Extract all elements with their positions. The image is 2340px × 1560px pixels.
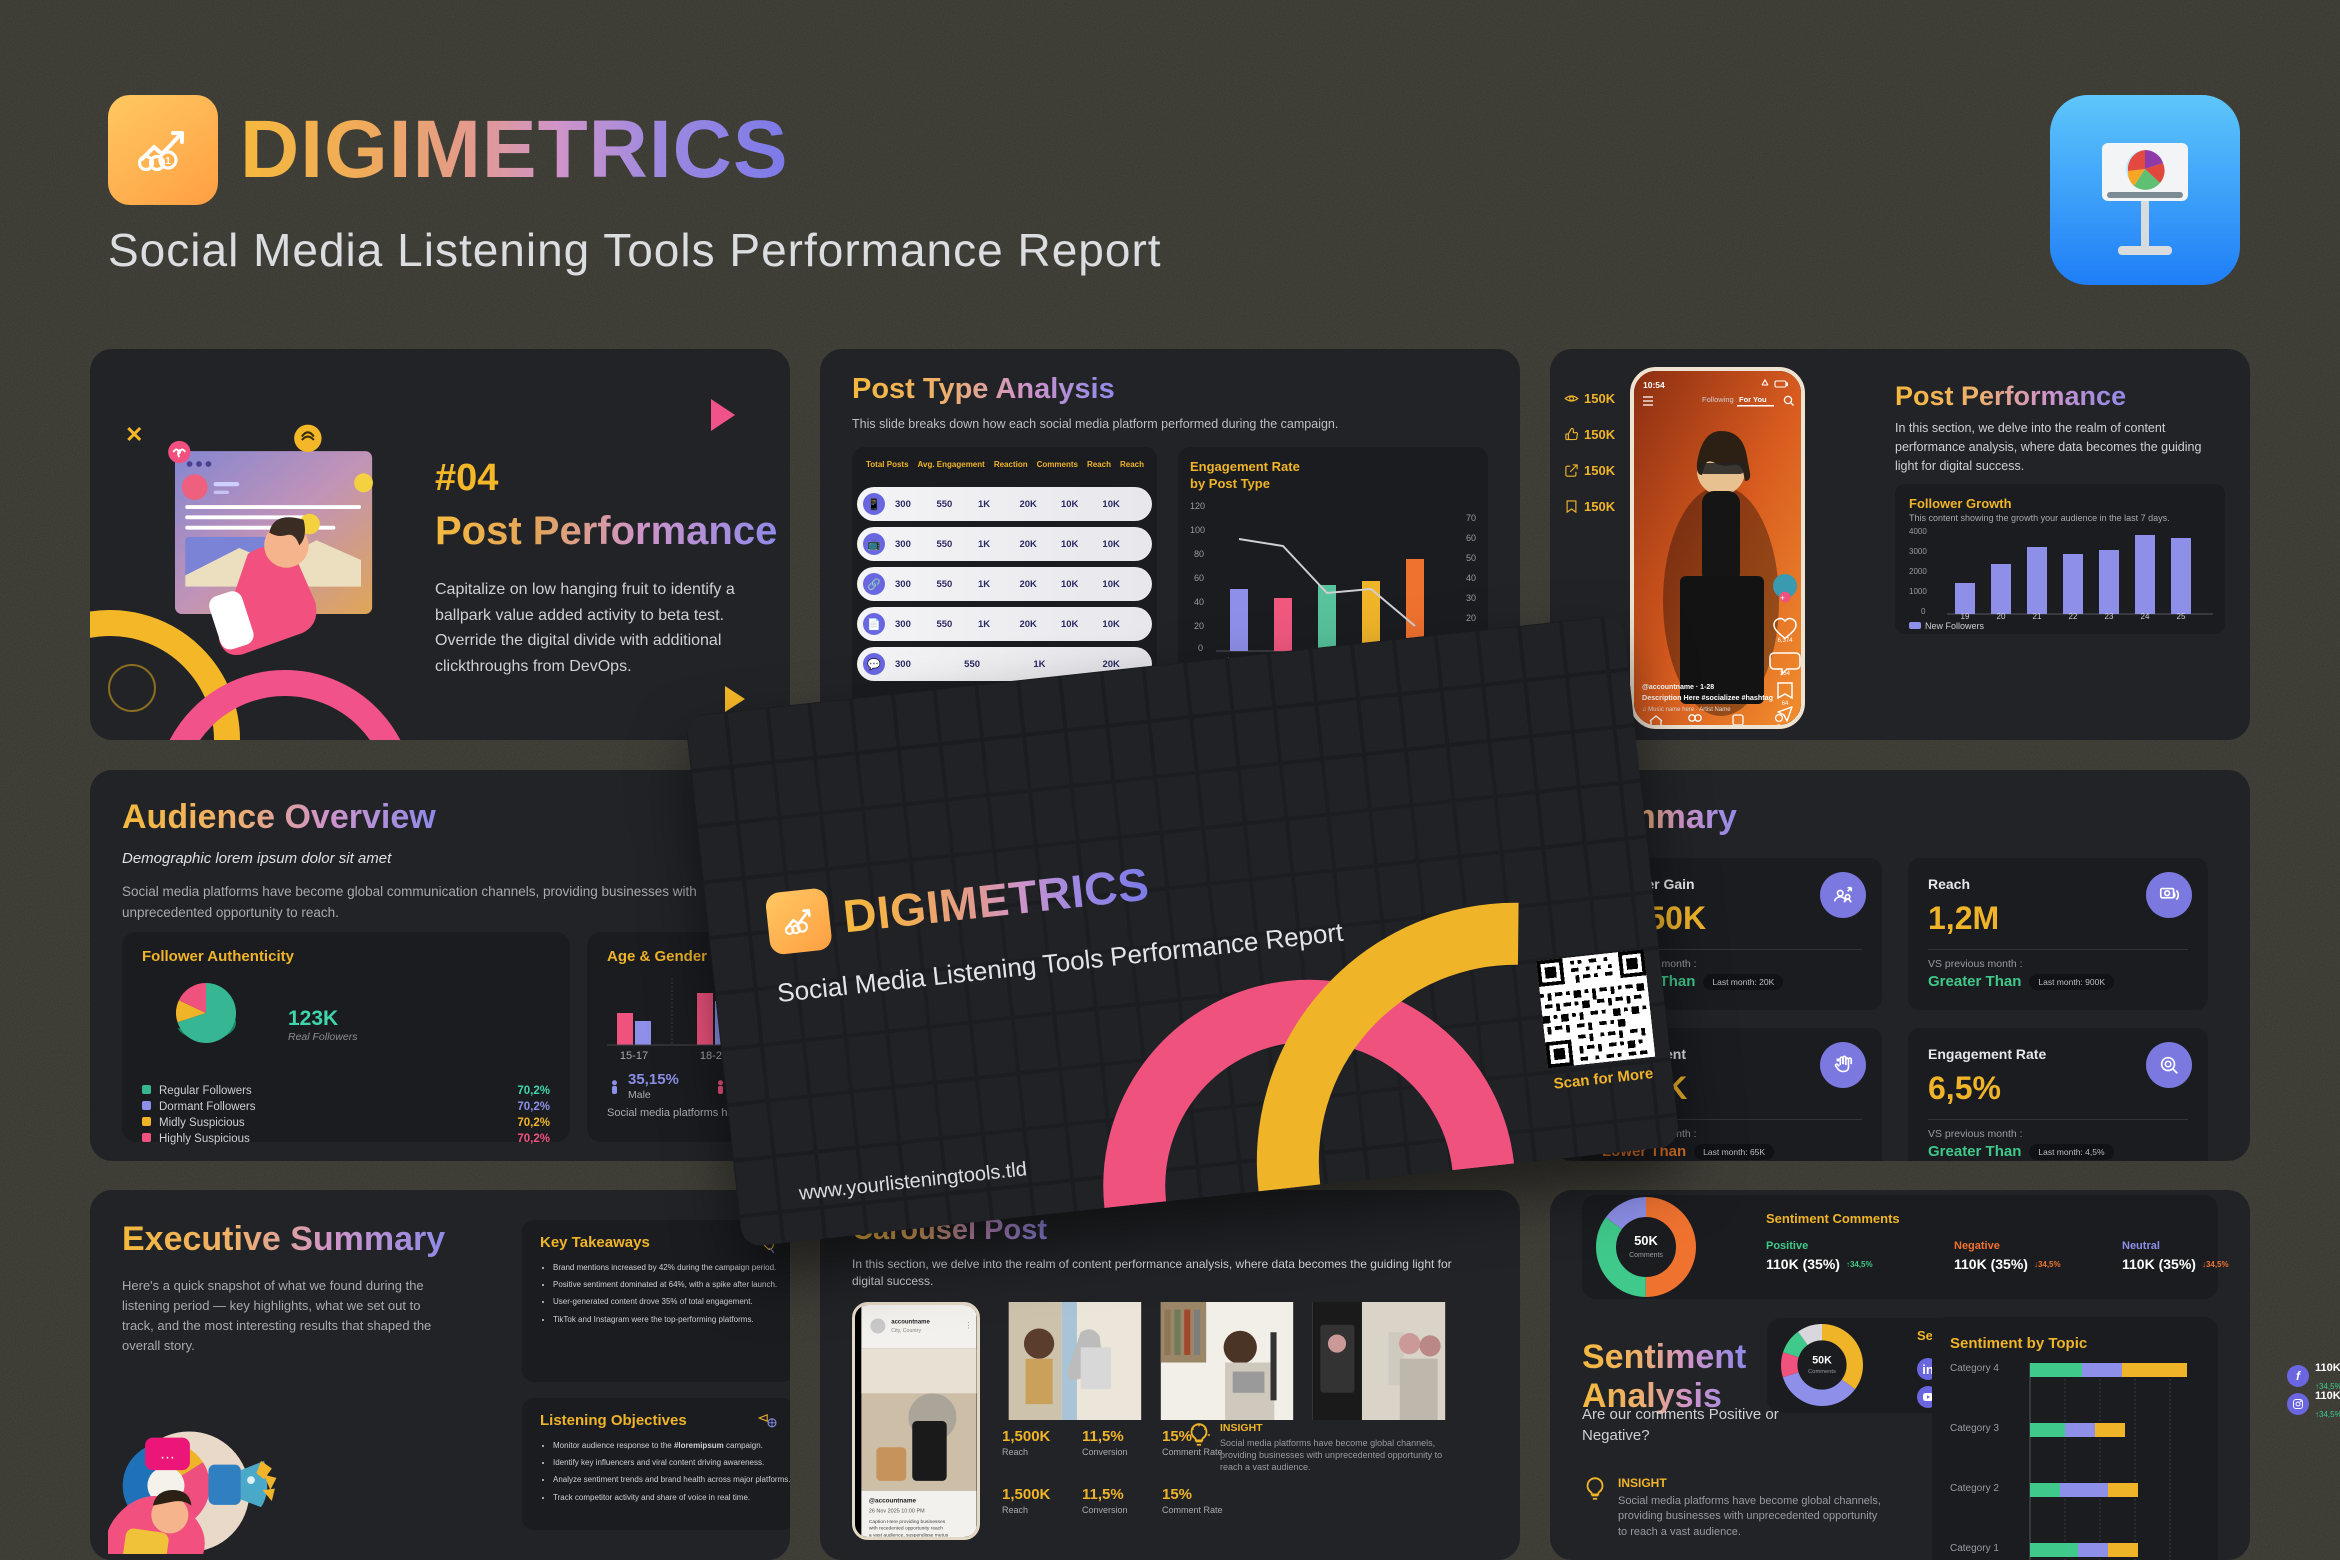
svg-text:120: 120 <box>1190 501 1205 511</box>
svg-text:23: 23 <box>2105 612 2114 619</box>
svg-text:For You: For You <box>1739 395 1767 404</box>
svg-text:20: 20 <box>1194 621 1204 631</box>
svg-text:40: 40 <box>1194 597 1204 607</box>
svg-text:4000: 4000 <box>1909 527 1927 536</box>
svg-text:a vast audience, suspendisse m: a vast audience, suspendisse metus <box>869 1532 949 1538</box>
svg-text:@accountname · 1-28: @accountname · 1-28 <box>1642 684 1714 691</box>
svg-text:15-17: 15-17 <box>620 1050 648 1062</box>
svg-text:10:54: 10:54 <box>1643 380 1665 390</box>
svg-text:80: 80 <box>1194 549 1204 559</box>
svg-text:Category 1: Category 1 <box>1950 1543 1999 1554</box>
svg-text:@accountname: @accountname <box>869 1498 917 1505</box>
svg-text:50K: 50K <box>1634 1233 1658 1248</box>
svg-text:40: 40 <box>1466 573 1476 583</box>
svg-text:25: 25 <box>2177 612 2186 619</box>
svg-text:1: 1 <box>165 156 171 167</box>
svg-text:⋮: ⋮ <box>965 1320 972 1329</box>
svg-text:City, Country: City, Country <box>891 1328 921 1334</box>
svg-text:♫ Music name here · Artist Nam: ♫ Music name here · Artist Name <box>1642 707 1731 713</box>
svg-text:Description Here #socializee #: Description Here #socializee #hashtag <box>1642 693 1773 702</box>
svg-text:70: 70 <box>1466 513 1476 523</box>
svg-text:50K: 50K <box>1812 1354 1832 1366</box>
svg-text:Following: Following <box>1702 395 1734 404</box>
svg-text:Comments: Comments <box>1629 1252 1663 1259</box>
svg-text:30: 30 <box>1466 593 1476 603</box>
svg-text:Caption Here providing busines: Caption Here providing businesses <box>869 1519 946 1525</box>
svg-text:2000: 2000 <box>1909 567 1927 576</box>
svg-text:…: … <box>160 1446 175 1463</box>
svg-text:19: 19 <box>1961 612 1970 619</box>
svg-text:24: 24 <box>2141 612 2150 619</box>
svg-text:354: 354 <box>1780 671 1791 677</box>
svg-text:0: 0 <box>1921 607 1926 616</box>
svg-text:+: + <box>1780 593 1785 602</box>
svg-text:6,374: 6,374 <box>1777 638 1793 644</box>
svg-text:3000: 3000 <box>1909 547 1927 556</box>
svg-text:50: 50 <box>1466 553 1476 563</box>
svg-text:Category 4: Category 4 <box>1950 1363 1999 1374</box>
svg-text:Category 2: Category 2 <box>1950 1483 1999 1494</box>
svg-text:accountname: accountname <box>891 1320 930 1326</box>
svg-text:16: 16 <box>1782 728 1789 729</box>
svg-text:Category 3: Category 3 <box>1950 1423 1999 1434</box>
svg-text:1000: 1000 <box>1909 587 1927 596</box>
svg-text:22: 22 <box>2069 612 2078 619</box>
svg-text:0: 0 <box>1198 643 1203 653</box>
svg-text:20: 20 <box>1466 613 1476 623</box>
svg-text:with recedented opportunity re: with recedented opportunity reach <box>869 1526 943 1532</box>
svg-text:60: 60 <box>1466 533 1476 543</box>
svg-text:26 Nov 2025 10:00 PM: 26 Nov 2025 10:00 PM <box>869 1508 925 1514</box>
svg-text:20: 20 <box>1997 612 2006 619</box>
svg-text:Comments: Comments <box>1808 1369 1836 1375</box>
svg-text:64: 64 <box>1782 701 1789 707</box>
svg-text:100: 100 <box>1190 525 1205 535</box>
svg-text:21: 21 <box>2033 612 2042 619</box>
svg-text:60: 60 <box>1194 573 1204 583</box>
